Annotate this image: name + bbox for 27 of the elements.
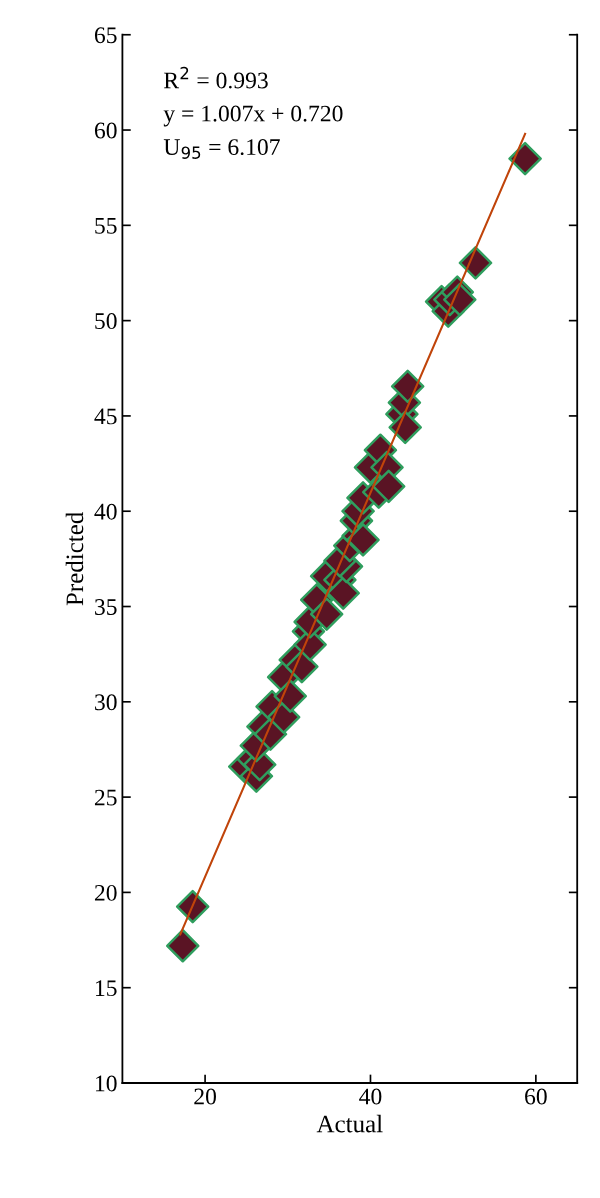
x-tick-label: 60 <box>525 1088 547 1105</box>
point <box>443 282 477 317</box>
point <box>371 469 406 504</box>
y-tick-label: 30 <box>95 694 117 711</box>
y-tick-label: 10 <box>96 1075 117 1092</box>
x-axis-title: Actual <box>316 1114 383 1133</box>
point <box>326 576 360 610</box>
y-tick-label: 55 <box>95 218 117 234</box>
y-axis-title: Predicted <box>65 511 84 606</box>
y-tick-label: 50 <box>95 313 117 330</box>
y-tick-label: 65 <box>94 27 117 44</box>
annotation: R$^{2}$ = 0.993 <box>164 66 268 89</box>
y-tick-label: 15 <box>96 980 117 997</box>
x-tick-label: 40 <box>359 1088 382 1105</box>
y-tick-label: 35 <box>95 599 117 615</box>
y-tick-label: 25 <box>94 789 117 806</box>
annotation: U$_{95}$ = 6.107 <box>163 139 280 159</box>
y-tick-label: 60 <box>94 122 117 139</box>
point <box>508 141 542 176</box>
point <box>165 928 200 963</box>
point <box>309 597 344 631</box>
annotation: y = 1.007x + 0.720 <box>163 105 343 127</box>
y-tick-label: 40 <box>94 503 117 520</box>
x-tick-label: 20 <box>194 1088 216 1105</box>
y-tick-label: 45 <box>94 408 117 425</box>
y-tick-label: 20 <box>94 884 117 901</box>
point <box>390 369 425 404</box>
